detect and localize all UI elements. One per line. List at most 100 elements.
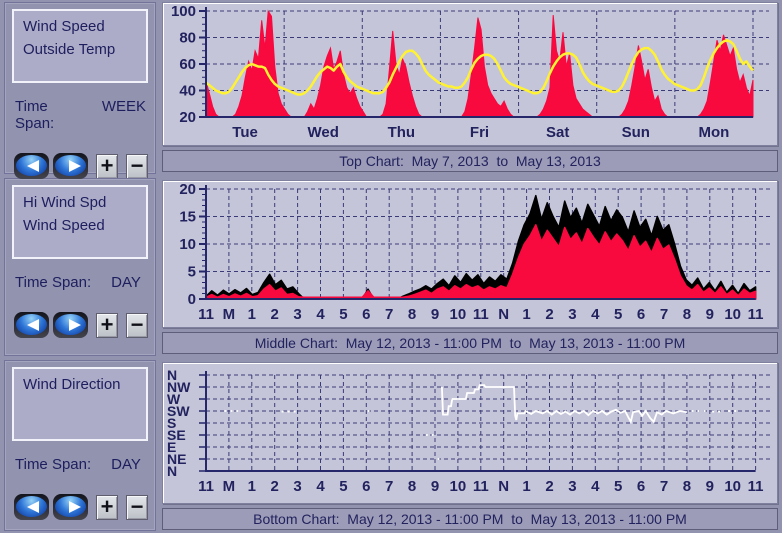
svg-text:W: W (167, 391, 181, 407)
time-span-label: Time Span: (15, 274, 92, 291)
svg-text:2: 2 (271, 478, 279, 495)
svg-text:1: 1 (248, 306, 256, 323)
svg-text:4: 4 (591, 478, 600, 495)
svg-text:Sun: Sun (622, 124, 650, 141)
svg-text:Fri: Fri (470, 124, 489, 141)
svg-text:80: 80 (179, 30, 196, 47)
svg-text:2: 2 (545, 478, 553, 495)
svg-text:10: 10 (450, 478, 467, 495)
top-chart-caption: Top Chart: May 7, 2013 to May 13, 2013 (162, 150, 778, 172)
top-forward-button[interactable] (53, 153, 88, 179)
middle-chart-caption: Middle Chart: May 12, 2013 - 11:00 PM to… (162, 332, 778, 354)
triangle-right-icon (69, 319, 81, 331)
svg-text:8: 8 (408, 478, 416, 495)
svg-text:4: 4 (591, 306, 600, 323)
plus-icon: + (100, 312, 114, 337)
svg-text:9: 9 (431, 478, 439, 495)
middle-time-span: Time Span: DAY (15, 274, 146, 291)
svg-text:0: 0 (188, 291, 196, 308)
svg-text:6: 6 (637, 478, 645, 495)
time-span-label: Time Span: (15, 456, 92, 473)
middle-nav-buttons: + − (14, 312, 148, 338)
top-legend-box: Wind Speed Outside Temp (12, 9, 148, 83)
bottom-zoom-in-button[interactable]: + (96, 494, 118, 520)
svg-text:N: N (498, 306, 509, 323)
svg-text:Sat: Sat (546, 124, 569, 141)
svg-text:7: 7 (660, 306, 668, 323)
svg-text:7: 7 (385, 478, 393, 495)
minus-icon: − (130, 494, 144, 519)
top-back-button[interactable] (14, 153, 49, 179)
svg-text:11: 11 (748, 306, 764, 323)
svg-text:4: 4 (316, 306, 325, 323)
svg-text:Wed: Wed (308, 124, 339, 141)
legend-line: Hi Wind Spd (23, 194, 107, 211)
svg-text:2: 2 (271, 306, 279, 323)
svg-text:9: 9 (706, 306, 714, 323)
svg-text:6: 6 (362, 478, 370, 495)
top-chart-plot: 20 40 60 80 100 Tue Wed Thu Fri Sat Sun Mon (171, 3, 769, 141)
svg-text:NW: NW (167, 379, 191, 395)
svg-text:100: 100 (171, 3, 196, 20)
svg-text:11: 11 (473, 478, 489, 495)
time-span-value: WEEK (101, 98, 146, 115)
plus-icon: + (100, 494, 114, 519)
svg-text:SE: SE (167, 427, 186, 443)
svg-text:E: E (167, 439, 176, 455)
svg-text:10: 10 (450, 306, 467, 323)
legend-line: Outside Temp (23, 40, 116, 58)
svg-text:3: 3 (568, 478, 576, 495)
triangle-left-icon (27, 160, 39, 172)
legend-line: Wind Speed (23, 216, 105, 234)
bottom-forward-button[interactable] (53, 494, 88, 520)
top-zoom-out-button[interactable]: − (126, 153, 148, 179)
bottom-back-button[interactable] (14, 494, 49, 520)
time-span-value: DAY (111, 456, 141, 473)
middle-forward-button[interactable] (53, 312, 88, 338)
bottom-zoom-out-button[interactable]: − (126, 494, 148, 520)
middle-sidebar-box: Hi Wind Spd Wind Speed Time Span: DAY (4, 178, 156, 356)
middle-back-button[interactable] (14, 312, 49, 338)
bottom-chart-panel: N NW W SW S SE E NE N 11 M 1 2 3 4 5 6 7 8 9 10 11 N 1 2 3 4 5 6 7 8 9 1… (162, 362, 778, 504)
svg-text:10: 10 (179, 236, 196, 253)
svg-text:7: 7 (385, 306, 393, 323)
svg-text:9: 9 (431, 306, 439, 323)
bottom-nav-buttons: + − (14, 494, 148, 520)
svg-text:10: 10 (724, 478, 741, 495)
svg-text:1: 1 (248, 478, 256, 495)
top-zoom-in-button[interactable]: + (96, 153, 118, 179)
svg-text:60: 60 (179, 56, 196, 73)
top-sidebar: Wind Speed Outside Temp Time Span: WEEK (0, 0, 156, 179)
svg-text:N: N (167, 367, 177, 383)
svg-text:8: 8 (683, 478, 691, 495)
middle-zoom-out-button[interactable]: − (126, 312, 148, 338)
svg-text:15: 15 (179, 209, 196, 226)
triangle-left-icon (27, 501, 39, 513)
svg-text:20: 20 (179, 181, 196, 198)
svg-text:S: S (167, 415, 176, 431)
panel-middle: Hi Wind Spd Wind Speed Time Span: DAY (0, 176, 782, 358)
legend-line: Wind Speed (23, 18, 105, 35)
bottom-sidebar: Wind Direction Time Span: DAY (0, 358, 156, 533)
svg-text:6: 6 (637, 306, 645, 323)
middle-legend-box: Hi Wind Spd Wind Speed (12, 185, 148, 259)
svg-text:6: 6 (362, 306, 370, 323)
svg-text:11: 11 (473, 306, 489, 323)
svg-text:3: 3 (568, 306, 576, 323)
svg-text:NE: NE (167, 451, 186, 467)
bottom-time-span: Time Span: DAY (15, 456, 146, 473)
top-nav-buttons: + − (14, 153, 148, 179)
time-span-value: DAY (111, 274, 141, 291)
svg-text:11: 11 (748, 478, 764, 495)
svg-text:5: 5 (339, 306, 347, 323)
svg-text:40: 40 (179, 83, 196, 100)
panel-bottom: Wind Direction Time Span: DAY (0, 358, 782, 533)
triangle-left-icon (27, 319, 39, 331)
svg-text:11: 11 (198, 478, 214, 495)
middle-zoom-in-button[interactable]: + (96, 312, 118, 338)
minus-icon: − (130, 153, 144, 178)
triangle-right-icon (69, 501, 81, 513)
